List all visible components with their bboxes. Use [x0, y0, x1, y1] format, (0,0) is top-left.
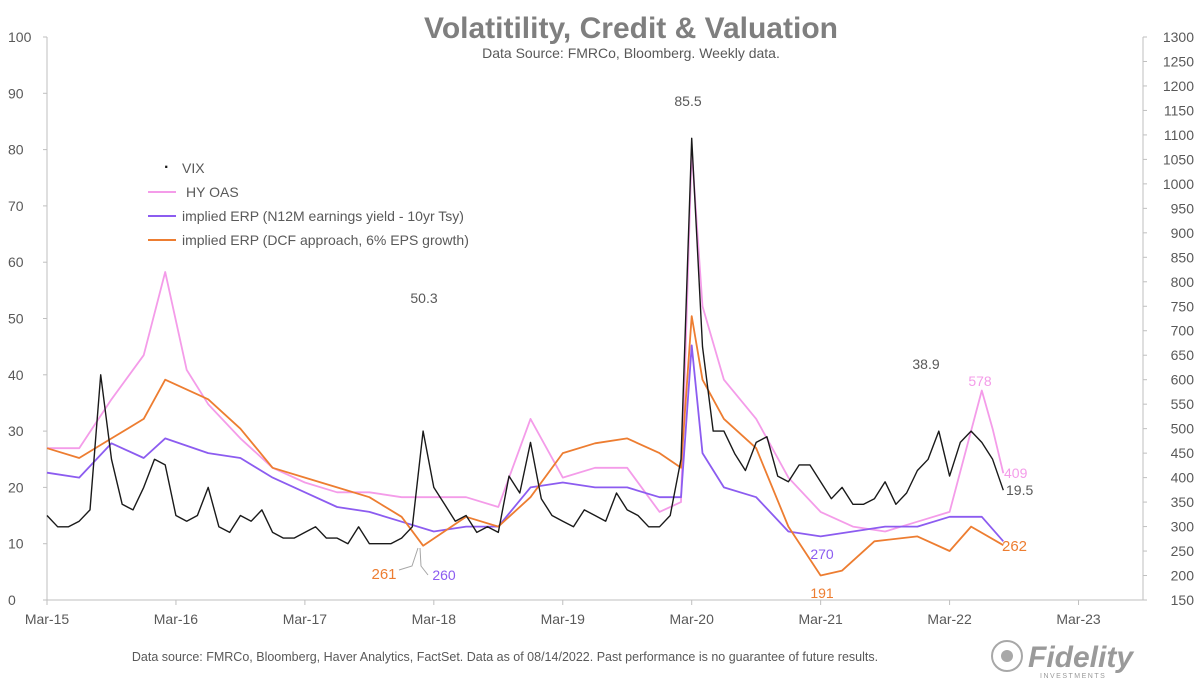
annotation-label: 261 — [371, 566, 396, 583]
annotation-label: 50.3 — [410, 290, 437, 306]
y-left-tick-label: 100 — [8, 29, 32, 45]
y-right-tick-label: 500 — [1171, 421, 1195, 437]
leader-line — [419, 547, 429, 576]
y-right-tick-label: 1000 — [1163, 176, 1194, 192]
y-right-tick-label: 750 — [1171, 298, 1195, 314]
x-tick-label: Mar-20 — [670, 611, 715, 627]
y-right-tick-label: 950 — [1171, 200, 1195, 216]
y-right-tick-label: 300 — [1171, 519, 1195, 535]
y-right-tick-label: 1200 — [1163, 78, 1194, 94]
series-line-0 — [46, 137, 1004, 545]
y-right-tick-label: 1250 — [1163, 53, 1194, 69]
y-left-tick-label: 90 — [8, 85, 24, 101]
y-left-tick-label: 70 — [8, 198, 24, 214]
legend-marker-dot: · — [164, 159, 169, 176]
annotation-label: 191 — [810, 585, 834, 601]
legend-entry-label: VIX — [182, 160, 205, 176]
x-tick-label: Mar-23 — [1056, 611, 1101, 627]
x-tick-label: Mar-18 — [412, 611, 457, 627]
leader-line — [398, 547, 419, 571]
y-right-tick-label: 1100 — [1164, 127, 1194, 143]
annotation-label: 85.5 — [674, 93, 701, 109]
x-tick-label: Mar-21 — [798, 611, 843, 627]
y-right-tick-label: 700 — [1171, 323, 1195, 339]
logo-subtext: INVESTMENTS — [1040, 673, 1106, 680]
y-right-tick-label: 550 — [1171, 396, 1195, 412]
x-tick-label: Mar-19 — [541, 611, 586, 627]
legend-entry-label: implied ERP (DCF approach, 6% EPS growth… — [182, 232, 469, 248]
y-right-tick-label: 150 — [1171, 592, 1195, 608]
y-right-tick-label: 400 — [1171, 470, 1195, 486]
y-right-tick-label: 1300 — [1163, 29, 1194, 45]
annotation-label: 19.5 — [1006, 482, 1033, 498]
y-right-tick-label: 1050 — [1163, 151, 1194, 167]
axes: 0 10 20 30 40 50 60 70 80 90 100 150 200 250 300 350 400… — [8, 29, 1194, 627]
legend: · VIX HY OAS implied ERP (N12M earnings yie… — [148, 159, 469, 248]
x-tick-label: Mar-17 — [283, 611, 328, 627]
y-left-tick-label: 30 — [8, 423, 24, 439]
series-line-2 — [46, 344, 1004, 542]
y-left-tick-label: 50 — [8, 311, 24, 327]
chart-subtitle: Data Source: FMRCo, Bloomberg. Weekly da… — [482, 45, 780, 61]
y-left-tick-label: 10 — [8, 536, 24, 552]
y-right-tick-label: 250 — [1171, 543, 1195, 559]
series-line-1 — [47, 148, 1005, 533]
x-tick-label: Mar-22 — [927, 611, 972, 627]
y-right-tick-label: 350 — [1171, 494, 1195, 510]
y-right-tick-label: 900 — [1171, 225, 1195, 241]
logo-sunburst-icon — [991, 640, 1023, 672]
y-left-tick-label: 20 — [8, 479, 24, 495]
annotation-label: 270 — [810, 546, 834, 562]
logo-text: Fidelity — [1028, 641, 1134, 674]
y-right-tick-label: 450 — [1171, 445, 1195, 461]
annotation-label: 260 — [432, 567, 456, 583]
y-right-tick-label: 600 — [1171, 372, 1195, 388]
y-right-tick-label: 800 — [1171, 274, 1195, 290]
y-left-tick-label: 80 — [8, 142, 24, 158]
footer-source-note: Data source: FMRCo, Bloomberg, Haver Ana… — [132, 650, 878, 664]
y-right-tick-label: 650 — [1171, 347, 1195, 363]
y-left-tick-label: 40 — [8, 367, 24, 383]
annotation-label: 262 — [1002, 538, 1027, 555]
legend-entry-label: HY OAS — [186, 184, 239, 200]
fidelity-logo: Fidelity INVESTMENTS — [991, 640, 1134, 680]
y-right-tick-label: 850 — [1171, 249, 1195, 265]
annotation-label: 578 — [968, 373, 992, 389]
legend-entry-label: implied ERP (N12M earnings yield - 10yr … — [182, 208, 464, 224]
x-tick-label: Mar-16 — [154, 611, 199, 627]
y-right-tick-label: 200 — [1171, 568, 1195, 584]
annotation-label: 409 — [1004, 465, 1028, 481]
y-left-tick-label: 60 — [8, 254, 24, 270]
series-layer — [46, 137, 1005, 577]
x-tick-label: Mar-15 — [25, 611, 70, 627]
y-left-tick-label: 0 — [8, 592, 16, 608]
chart-title: Volatitility, Credit & Valuation — [424, 12, 838, 45]
y-right-tick-label: 1150 — [1164, 102, 1194, 118]
series-line-3 — [46, 315, 1004, 577]
annotation-label: 38.9 — [912, 356, 939, 372]
